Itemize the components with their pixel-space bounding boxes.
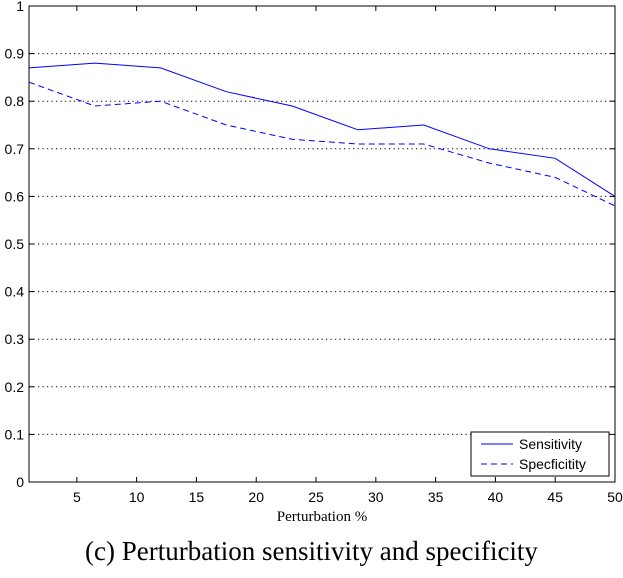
x-tick-label: 25 <box>308 489 324 505</box>
y-tick-label: 1 <box>16 0 24 14</box>
x-tick-label: 5 <box>73 489 81 505</box>
x-tick-label: 10 <box>129 489 145 505</box>
y-tick-label: 0.6 <box>5 188 25 204</box>
series-line-specficitity <box>28 81 616 207</box>
x-tick-label: 40 <box>488 489 504 505</box>
y-tick-label: 0.2 <box>5 379 25 395</box>
y-tick-label: 0.7 <box>5 141 25 157</box>
x-tick-label: 50 <box>607 489 623 505</box>
y-tick-label: 0.8 <box>5 93 25 109</box>
legend-label: Specficitity <box>519 456 586 472</box>
legend: Sensitivity Specficitity <box>470 431 610 477</box>
y-tick-label: 0.1 <box>5 426 25 442</box>
series-lines <box>28 62 616 207</box>
figure-caption: (c) Perturbation sensitivity and specifi… <box>85 536 538 566</box>
x-axis-label: Perturbation % <box>277 509 367 525</box>
y-tick-label: 0.9 <box>5 46 25 62</box>
x-tick-label: 35 <box>428 489 444 505</box>
y-tick-label: 0 <box>16 474 24 490</box>
grid-lines <box>29 53 615 435</box>
y-tick-label: 0.3 <box>5 331 25 347</box>
legend-label: Sensitivity <box>519 436 582 452</box>
y-tick-label: 0.4 <box>5 284 25 300</box>
x-tick-label: 30 <box>368 489 384 505</box>
x-tick-label: 15 <box>189 489 205 505</box>
x-tick-label: 20 <box>248 489 264 505</box>
axes: 00.10.20.30.40.50.60.70.80.915 10 15 20 25 30… <box>5 0 623 505</box>
x-tick-label: 45 <box>547 489 563 505</box>
series-line-sensitivity <box>28 62 616 197</box>
y-tick-label: 0.5 <box>5 236 25 252</box>
legend-box <box>470 431 610 477</box>
